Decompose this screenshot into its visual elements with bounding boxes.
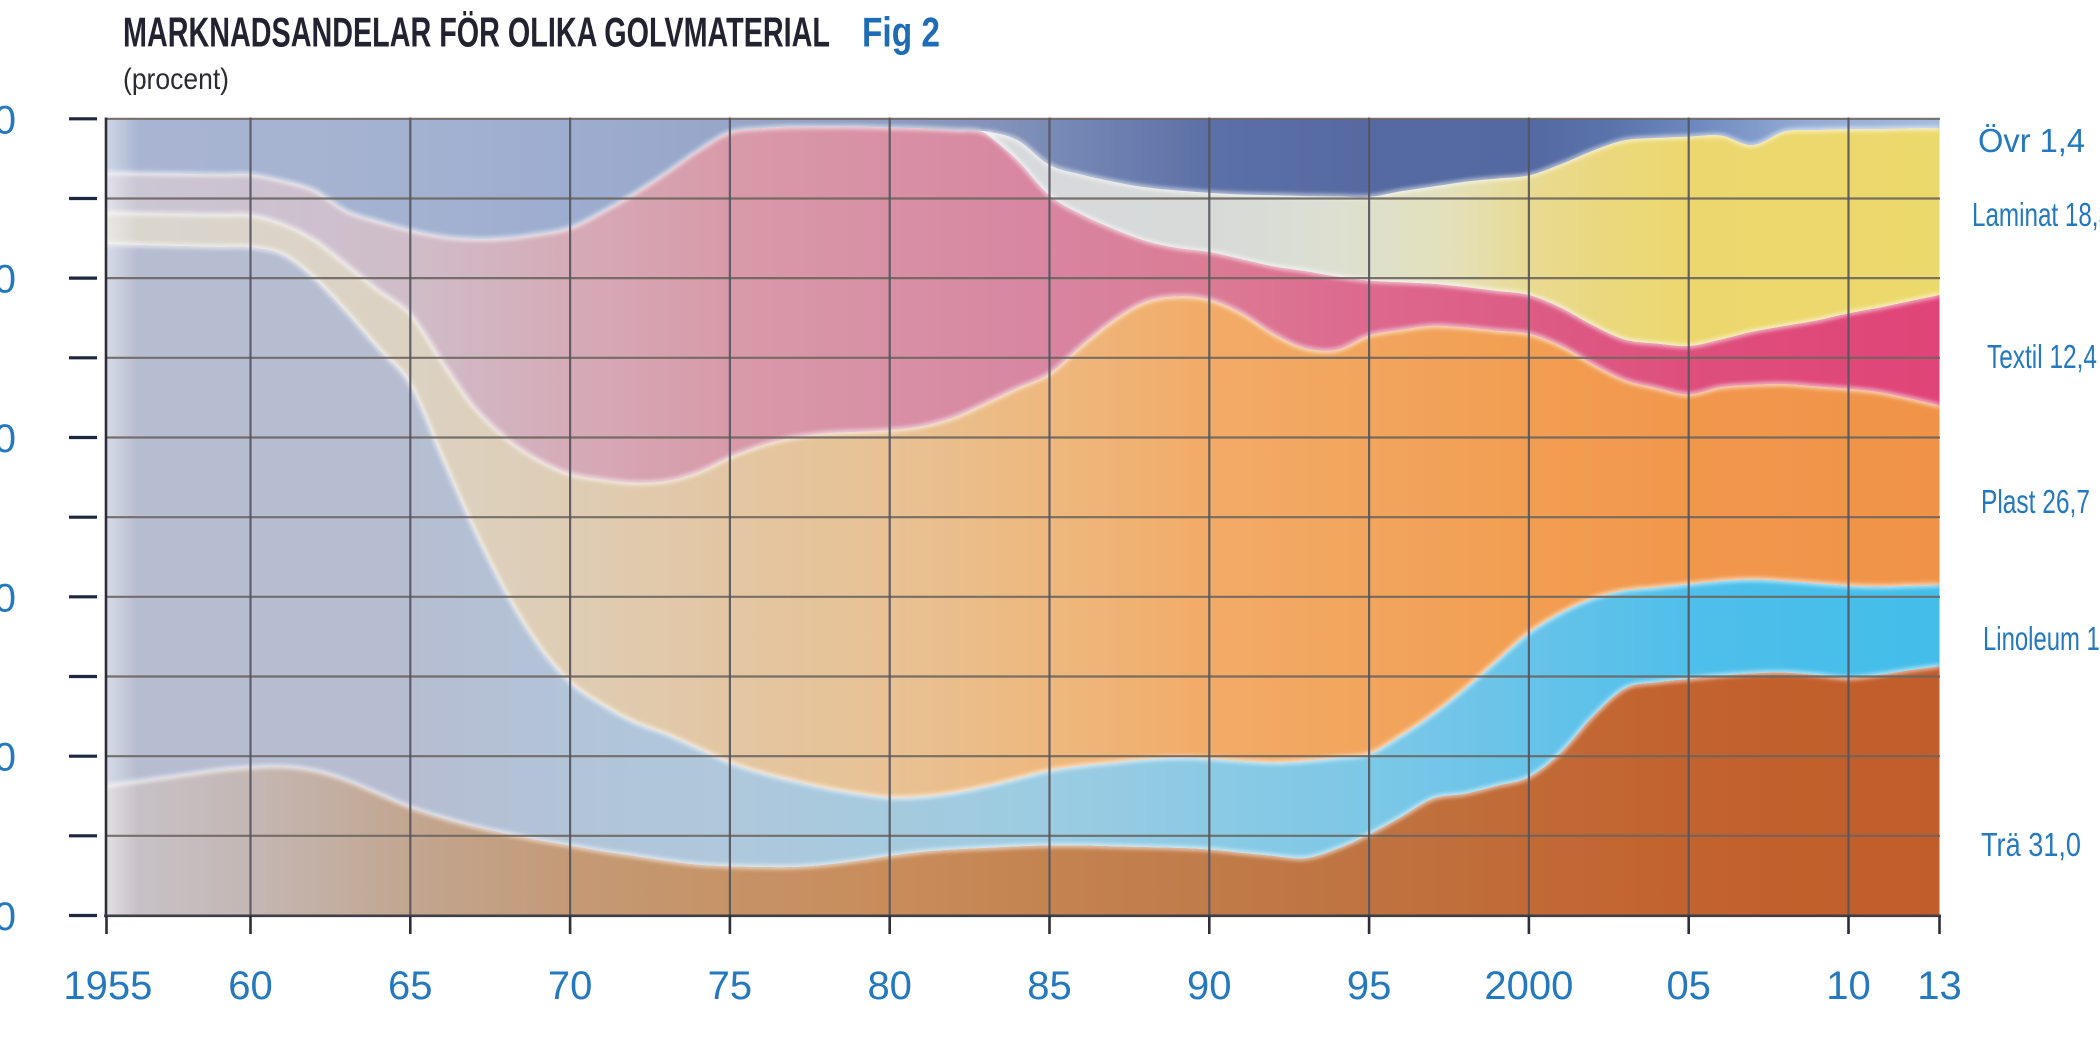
svg-text:Laminat 18,3: Laminat 18,3 bbox=[1972, 196, 2100, 233]
svg-text:20: 20 bbox=[0, 736, 16, 780]
svg-text:0: 0 bbox=[0, 895, 16, 939]
svg-text:85: 85 bbox=[1027, 964, 1072, 1008]
svg-text:60: 60 bbox=[228, 964, 273, 1008]
svg-text:95: 95 bbox=[1347, 964, 1392, 1008]
svg-text:90: 90 bbox=[1187, 964, 1232, 1008]
svg-text:Övr 1,4: Övr 1,4 bbox=[1978, 122, 2085, 159]
svg-text:Linoleum 10,2: Linoleum 10,2 bbox=[1983, 620, 2100, 657]
svg-text:(procent): (procent) bbox=[123, 63, 229, 96]
svg-text:MARKNADSANDELAR FÖR OLIKA GOLV: MARKNADSANDELAR FÖR OLIKA GOLVMATERIAL bbox=[123, 9, 830, 56]
svg-text:80: 80 bbox=[0, 258, 16, 302]
svg-text:2000: 2000 bbox=[1484, 964, 1573, 1008]
svg-text:60: 60 bbox=[0, 417, 16, 461]
svg-text:13: 13 bbox=[1917, 964, 1962, 1008]
svg-text:100: 100 bbox=[0, 98, 16, 142]
svg-text:70: 70 bbox=[548, 964, 593, 1008]
svg-text:Trä 31,0: Trä 31,0 bbox=[1981, 826, 2081, 863]
svg-text:Plast 26,7: Plast 26,7 bbox=[1981, 483, 2090, 520]
svg-text:80: 80 bbox=[867, 964, 912, 1008]
svg-text:05: 05 bbox=[1666, 964, 1711, 1008]
svg-text:40: 40 bbox=[0, 576, 16, 620]
svg-text:Fig 2: Fig 2 bbox=[862, 9, 940, 56]
svg-text:Textil 12,4: Textil 12,4 bbox=[1987, 338, 2097, 375]
svg-text:75: 75 bbox=[708, 964, 753, 1008]
svg-text:10: 10 bbox=[1826, 964, 1871, 1008]
svg-text:65: 65 bbox=[388, 964, 433, 1008]
svg-text:1955: 1955 bbox=[63, 964, 152, 1008]
